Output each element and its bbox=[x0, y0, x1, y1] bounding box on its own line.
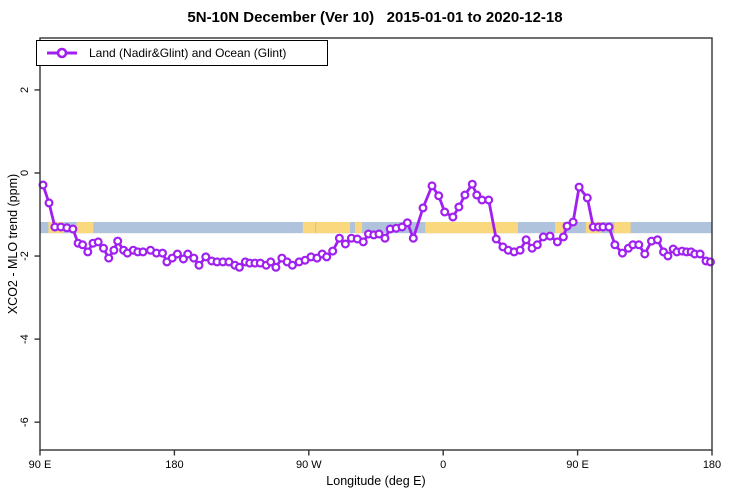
data-point bbox=[98, 243, 108, 253]
data-point bbox=[172, 249, 182, 259]
data-point bbox=[104, 253, 114, 263]
data-point bbox=[68, 224, 78, 234]
y-axis-title: XCO2 - MLO trend (ppm) bbox=[6, 173, 20, 315]
x-tick-label: 90 W bbox=[296, 459, 322, 471]
legend-label: Land (Nadir&Glint) and Ocean (Glint) bbox=[89, 46, 287, 60]
data-point bbox=[515, 245, 525, 255]
land-segment bbox=[425, 221, 518, 234]
data-point bbox=[582, 193, 592, 203]
plot-box bbox=[39, 37, 713, 451]
data-point bbox=[138, 247, 148, 257]
data-point bbox=[109, 245, 119, 255]
data-point bbox=[427, 181, 437, 191]
data-point bbox=[408, 233, 418, 243]
data-point bbox=[234, 262, 244, 272]
data-point bbox=[201, 252, 211, 262]
y-tick-label: 2 bbox=[19, 87, 31, 93]
legend-box: Land (Nadir&Glint) and Ocean (Glint) bbox=[36, 40, 328, 66]
data-point bbox=[558, 232, 568, 242]
land-segment bbox=[76, 221, 94, 234]
data-point bbox=[93, 237, 103, 247]
land-segment bbox=[555, 221, 564, 234]
data-point bbox=[484, 195, 494, 205]
data-point bbox=[521, 235, 531, 245]
x-tick-label: 90 E bbox=[566, 459, 589, 471]
data-point bbox=[460, 190, 470, 200]
data-point bbox=[189, 253, 199, 263]
data-point bbox=[705, 257, 715, 267]
data-point bbox=[183, 249, 193, 259]
x-tick-label: 0 bbox=[440, 459, 446, 471]
data-point bbox=[328, 246, 338, 256]
x-tick-label: 180 bbox=[165, 459, 183, 471]
data-point bbox=[78, 240, 88, 250]
data-point bbox=[545, 231, 555, 241]
land-segment bbox=[316, 221, 351, 234]
data-point bbox=[448, 212, 458, 222]
data-point bbox=[83, 247, 93, 257]
data-point bbox=[640, 249, 650, 259]
data-point bbox=[491, 234, 501, 244]
land-segment bbox=[354, 221, 363, 234]
data-point bbox=[604, 222, 614, 232]
data-point bbox=[552, 237, 562, 247]
data-point bbox=[440, 207, 450, 217]
data-point bbox=[44, 198, 54, 208]
land-segment bbox=[614, 221, 631, 234]
data-point bbox=[467, 179, 477, 189]
data-point bbox=[434, 191, 444, 201]
data-point bbox=[418, 203, 428, 213]
data-point bbox=[568, 217, 578, 227]
data-point bbox=[472, 190, 482, 200]
data-point bbox=[194, 260, 204, 270]
x-tick-label: 180 bbox=[703, 459, 721, 471]
y-tick-label: -2 bbox=[19, 251, 31, 261]
data-point bbox=[617, 248, 627, 258]
data-point bbox=[334, 233, 344, 243]
data-point bbox=[454, 202, 464, 212]
data-point bbox=[532, 240, 542, 250]
data-point bbox=[610, 240, 620, 250]
legend-line-marker-icon bbox=[47, 47, 77, 59]
x-tick-label: 90 E bbox=[29, 459, 52, 471]
data-point bbox=[271, 262, 281, 272]
data-point bbox=[634, 240, 644, 250]
data-point bbox=[695, 249, 705, 259]
data-point bbox=[652, 235, 662, 245]
data-point bbox=[663, 251, 673, 261]
data-point bbox=[374, 229, 384, 239]
data-point bbox=[340, 239, 350, 249]
data-point bbox=[562, 221, 572, 231]
chart-title: 5N-10N December (Ver 10) 2015-01-01 to 2… bbox=[187, 9, 563, 26]
y-tick-label: 0 bbox=[19, 170, 31, 176]
data-point bbox=[113, 236, 123, 246]
y-tick-label: -6 bbox=[19, 417, 31, 427]
data-point bbox=[287, 260, 297, 270]
data-point bbox=[358, 237, 368, 247]
data-point bbox=[266, 257, 276, 267]
data-point bbox=[574, 182, 584, 192]
data-point bbox=[322, 252, 332, 262]
y-tick-label: -4 bbox=[19, 334, 31, 344]
data-point bbox=[158, 248, 168, 258]
ocean-band bbox=[40, 221, 712, 234]
data-point bbox=[402, 218, 412, 228]
land-segment bbox=[302, 221, 316, 234]
x-axis-title: Longitude (deg E) bbox=[326, 474, 426, 488]
data-point bbox=[380, 233, 390, 243]
